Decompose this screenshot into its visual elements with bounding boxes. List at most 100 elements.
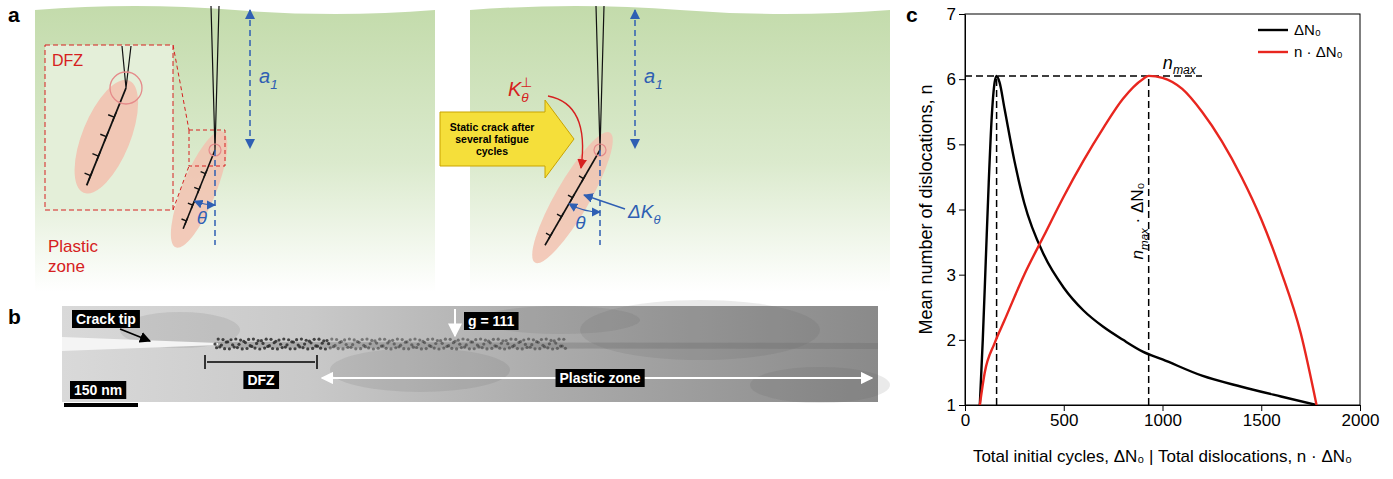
material bbox=[35, 6, 435, 292]
scale-bar-label: 150 nm bbox=[74, 382, 122, 398]
crack-tip-label: Crack tip bbox=[76, 311, 136, 327]
tem-dislocation bbox=[236, 346, 239, 349]
tem-dislocation bbox=[460, 346, 463, 349]
tem-dislocation bbox=[449, 338, 452, 341]
tem-dislocation bbox=[281, 346, 284, 349]
tem-dislocation bbox=[357, 341, 360, 344]
reference-line bbox=[599, 150, 601, 245]
tem-dislocation bbox=[407, 347, 410, 350]
tem-dislocation bbox=[258, 347, 261, 350]
y-tick-mark bbox=[959, 405, 965, 406]
scale-bar-label-box bbox=[70, 381, 126, 399]
tem-dislocation bbox=[466, 338, 469, 341]
dislocation bbox=[194, 186, 200, 193]
tem-dislocation bbox=[345, 343, 348, 346]
x-tick-label: 0 bbox=[961, 411, 970, 430]
plastic-zone-label: Plastic zone bbox=[560, 370, 641, 386]
peak-line bbox=[996, 76, 998, 405]
tem-dislocation bbox=[471, 340, 474, 343]
tem-dislocation bbox=[354, 347, 357, 350]
crack-length-arrow bbox=[634, 10, 636, 148]
plastic-zone-label: Plasticzone bbox=[48, 237, 99, 276]
tem-dislocation bbox=[436, 339, 439, 342]
transition-label-line: Static crack after bbox=[450, 121, 535, 133]
tem-texture bbox=[750, 367, 890, 403]
tem-dislocation bbox=[220, 344, 223, 347]
crack bbox=[211, 6, 219, 150]
y-tick: 1 bbox=[947, 396, 965, 415]
tem-dislocation bbox=[484, 339, 487, 342]
dfz-span bbox=[207, 361, 315, 363]
crack-length-label-base: a bbox=[259, 65, 270, 87]
tem-dislocation bbox=[257, 339, 260, 342]
tem-dislocation bbox=[498, 347, 501, 350]
crack-length-label-sub: 1 bbox=[270, 77, 278, 92]
tem-dislocation bbox=[497, 338, 500, 341]
y-axis: 1234567 bbox=[947, 5, 966, 415]
tem-dislocation bbox=[241, 347, 244, 350]
tem-dislocation bbox=[226, 340, 229, 343]
tem-dislocation bbox=[437, 347, 440, 350]
y-tick-mark bbox=[959, 340, 965, 341]
nmax-label: nmax bbox=[1163, 53, 1197, 77]
tem-dislocation bbox=[540, 338, 543, 341]
tem-dislocation bbox=[301, 346, 304, 349]
y-tick: 4 bbox=[947, 200, 965, 219]
tem-dislocation bbox=[409, 338, 412, 341]
x-tick: 2000 bbox=[1342, 405, 1380, 430]
dislocation bbox=[201, 170, 207, 177]
tem-dislocation bbox=[412, 346, 415, 349]
tem-dislocation bbox=[401, 338, 404, 341]
tem-dislocation bbox=[533, 347, 536, 350]
crack-length-label-base: a bbox=[644, 65, 655, 87]
tem-dislocation bbox=[442, 347, 445, 350]
g-vector-label-box bbox=[464, 312, 519, 330]
x-tick-label: 500 bbox=[1050, 411, 1078, 430]
tem-dislocation bbox=[394, 346, 397, 349]
tem-dislocation bbox=[364, 345, 367, 348]
tem-dislocation bbox=[538, 347, 541, 350]
tem-dislocation bbox=[221, 338, 224, 341]
delta-k-arrow bbox=[584, 195, 625, 209]
peak-label: nmax · ΔN₀ bbox=[1128, 182, 1150, 259]
tem-dislocation bbox=[564, 347, 567, 350]
tem-dislocation bbox=[276, 347, 279, 350]
panel-letter: a bbox=[8, 3, 20, 26]
dfz-zoom-box bbox=[189, 130, 225, 166]
dfz-tip bbox=[110, 72, 142, 104]
dfz-zoom-zone bbox=[61, 72, 151, 202]
tem-dislocation bbox=[309, 341, 312, 344]
dislocation bbox=[546, 232, 553, 239]
tem-dislocation bbox=[317, 338, 320, 341]
tem-texture bbox=[580, 300, 820, 360]
tem-dislocation bbox=[417, 343, 420, 346]
tem-dislocation bbox=[253, 346, 256, 349]
crack-zoom bbox=[122, 46, 131, 88]
tem-dislocation bbox=[546, 346, 549, 349]
tem-dislocation bbox=[468, 347, 471, 350]
tem-dislocation bbox=[453, 340, 456, 343]
transition-arrow bbox=[440, 100, 574, 178]
tem-dislocation bbox=[444, 338, 447, 341]
angle-arc bbox=[194, 201, 215, 205]
y-tick-label: 6 bbox=[947, 70, 956, 89]
k-perp-label: Kθ⊥ bbox=[508, 75, 532, 105]
x-tick: 1500 bbox=[1243, 405, 1281, 430]
transition-label-line: several fatigue bbox=[455, 133, 529, 145]
tem-dislocation bbox=[228, 347, 231, 350]
y-tick-label: 4 bbox=[947, 200, 956, 219]
panel-a-before: θa1DFZPlasticzone bbox=[35, 6, 435, 292]
y-tick-label: 7 bbox=[947, 5, 956, 24]
tem-dislocation bbox=[372, 347, 375, 350]
tem-dislocation bbox=[516, 347, 519, 350]
tem-dislocation bbox=[527, 337, 530, 340]
tem-dislocation bbox=[287, 338, 290, 341]
figure: θa1DFZPlasticzoneθa1Kθ⊥ΔKθStatic crack a… bbox=[0, 0, 1393, 479]
tem-dislocation bbox=[295, 338, 298, 341]
tem-dislocation bbox=[329, 346, 332, 349]
panel-a: θa1DFZPlasticzoneθa1Kθ⊥ΔKθStatic crack a… bbox=[8, 3, 890, 292]
tem-dislocation bbox=[255, 342, 258, 345]
tem-dislocation bbox=[465, 343, 468, 346]
tem-dislocation bbox=[521, 347, 524, 350]
tem-dislocation bbox=[361, 338, 364, 341]
